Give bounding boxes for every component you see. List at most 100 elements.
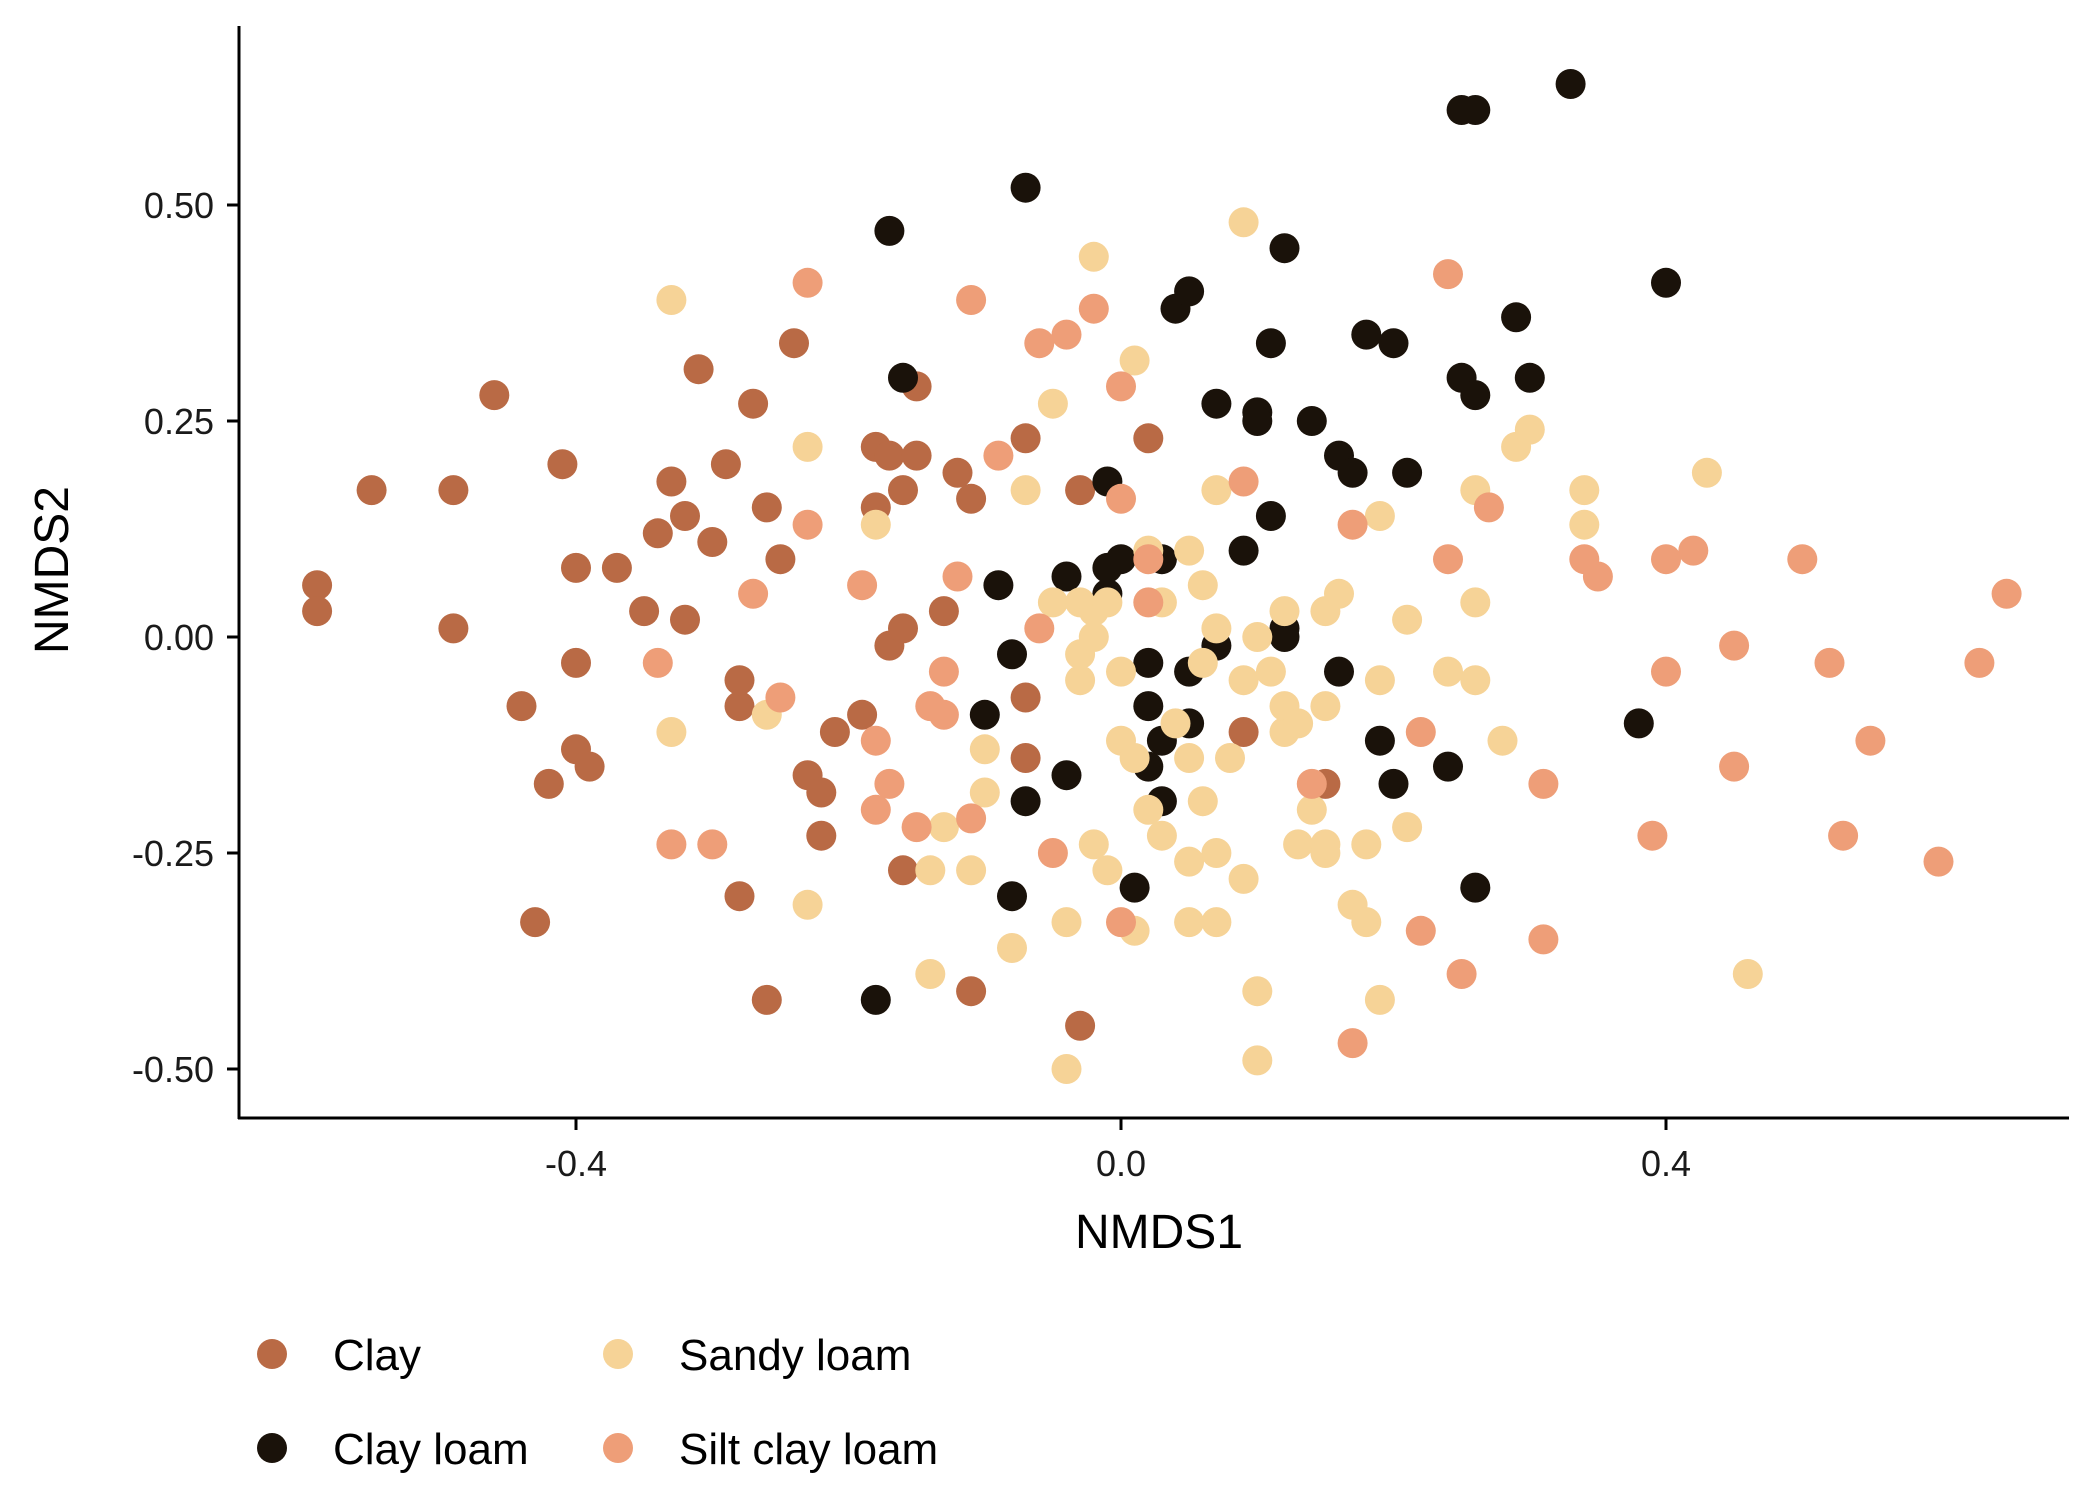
point-clay: [1010, 743, 1041, 773]
point-sandy-loam: [915, 959, 946, 989]
point-clay-loam: [1392, 457, 1423, 488]
point-silt-clay-loam: [1473, 492, 1504, 523]
legend-label-clay: Clay: [333, 1331, 421, 1380]
point-silt-clay-loam: [1078, 293, 1109, 324]
legend-key-silt-clay-loam: [603, 1433, 633, 1463]
point-clay-loam: [997, 881, 1027, 912]
point-silt-clay-loam: [928, 656, 959, 687]
x-tick-label: 0.0: [1096, 1143, 1146, 1184]
point-clay-loam: [1269, 622, 1300, 652]
point-silt-clay-loam: [738, 578, 769, 609]
point-silt-clay-loam: [1106, 907, 1136, 938]
point-sandy-loam: [1242, 622, 1273, 652]
point-sandy-loam: [1201, 475, 1232, 506]
point-clay-loam: [1364, 725, 1395, 756]
point-clay-loam: [1255, 328, 1286, 359]
point-clay: [710, 449, 741, 480]
point-silt-clay-loam: [1923, 846, 1954, 877]
point-clay: [765, 544, 796, 575]
legend-item-clay-loam: Clay loam: [257, 1425, 529, 1474]
point-silt-clay-loam: [1433, 544, 1463, 575]
point-silt-clay-loam: [1405, 915, 1436, 946]
point-clay: [1010, 682, 1041, 713]
point-sandy-loam: [1228, 863, 1259, 894]
point-clay: [683, 354, 714, 385]
point-clay: [888, 613, 918, 644]
point-clay-loam: [1514, 362, 1545, 393]
legend: Clay Clay loam Sandy loam Silt clay loam: [257, 1331, 938, 1474]
point-silt-clay-loam: [1528, 768, 1559, 799]
point-sandy-loam: [1283, 829, 1314, 860]
point-silt-clay-loam: [847, 570, 878, 601]
point-sandy-loam: [1310, 829, 1341, 860]
point-clay: [751, 984, 782, 1015]
point-sandy-loam: [1514, 414, 1545, 445]
point-sandy-loam: [915, 855, 946, 886]
point-silt-clay-loam: [1051, 319, 1082, 350]
point-clay: [642, 518, 673, 549]
point-sandy-loam: [1133, 794, 1164, 825]
point-sandy-loam: [1392, 604, 1423, 635]
point-clay: [601, 552, 632, 583]
y-tick-label: 0.25: [144, 401, 214, 442]
point-clay: [738, 388, 769, 419]
point-sandy-loam: [1242, 1045, 1273, 1076]
point-sandy-loam: [1242, 976, 1273, 1007]
point-clay-loam: [1324, 656, 1354, 687]
point-clay: [874, 440, 905, 471]
point-silt-clay-loam: [1637, 820, 1668, 851]
point-clay-loam: [1460, 95, 1491, 125]
point-clay: [302, 570, 333, 601]
point-clay: [956, 483, 987, 514]
point-sandy-loam: [1569, 475, 1600, 506]
point-sandy-loam: [1310, 691, 1341, 722]
point-clay-loam: [1255, 501, 1286, 531]
point-clay: [888, 475, 918, 506]
point-silt-clay-loam: [1678, 535, 1709, 566]
point-silt-clay-loam: [1337, 1028, 1368, 1059]
point-clay: [574, 751, 605, 782]
x-ticks: -0.4 0.0 0.4: [545, 1118, 1691, 1184]
point-sandy-loam: [1228, 665, 1259, 696]
point-clay: [479, 380, 510, 411]
point-sandy-loam: [1051, 1054, 1082, 1084]
scatter-points: [302, 69, 2022, 1084]
point-clay: [629, 596, 660, 627]
point-clay-loam: [1296, 406, 1327, 436]
point-silt-clay-loam: [1133, 544, 1164, 575]
point-sandy-loam: [1078, 622, 1109, 652]
point-silt-clay-loam: [1828, 820, 1859, 851]
point-silt-clay-loam: [1024, 613, 1055, 644]
legend-label-sandy-loam: Sandy loam: [679, 1331, 911, 1380]
point-sandy-loam: [1037, 587, 1068, 618]
point-sandy-loam: [656, 285, 687, 315]
y-ticks: -0.50 -0.25 0.00 0.25 0.50: [132, 185, 239, 1090]
point-clay: [956, 976, 987, 1007]
point-clay: [901, 440, 932, 471]
point-sandy-loam: [1119, 743, 1150, 773]
point-sandy-loam: [1051, 907, 1082, 938]
point-sandy-loam: [1460, 665, 1491, 696]
point-clay-loam: [1501, 302, 1532, 333]
point-clay-loam: [997, 639, 1027, 670]
point-sandy-loam: [1269, 596, 1300, 627]
x-tick-label: 0.4: [1641, 1143, 1691, 1184]
point-sandy-loam: [1364, 665, 1395, 696]
point-silt-clay-loam: [1964, 647, 1995, 678]
point-silt-clay-loam: [956, 803, 987, 834]
point-silt-clay-loam: [874, 768, 905, 799]
y-axis-title: NMDS2: [26, 486, 79, 654]
point-clay: [1133, 423, 1164, 454]
point-silt-clay-loam: [956, 285, 987, 315]
point-clay: [1065, 1010, 1096, 1041]
point-silt-clay-loam: [928, 699, 959, 730]
point-sandy-loam: [969, 734, 1000, 765]
point-sandy-loam: [997, 933, 1027, 963]
point-sandy-loam: [1187, 570, 1218, 601]
point-sandy-loam: [1351, 907, 1382, 938]
point-silt-clay-loam: [1814, 647, 1845, 678]
point-clay: [806, 777, 837, 808]
point-sandy-loam: [1255, 656, 1286, 687]
point-sandy-loam: [1215, 743, 1245, 773]
